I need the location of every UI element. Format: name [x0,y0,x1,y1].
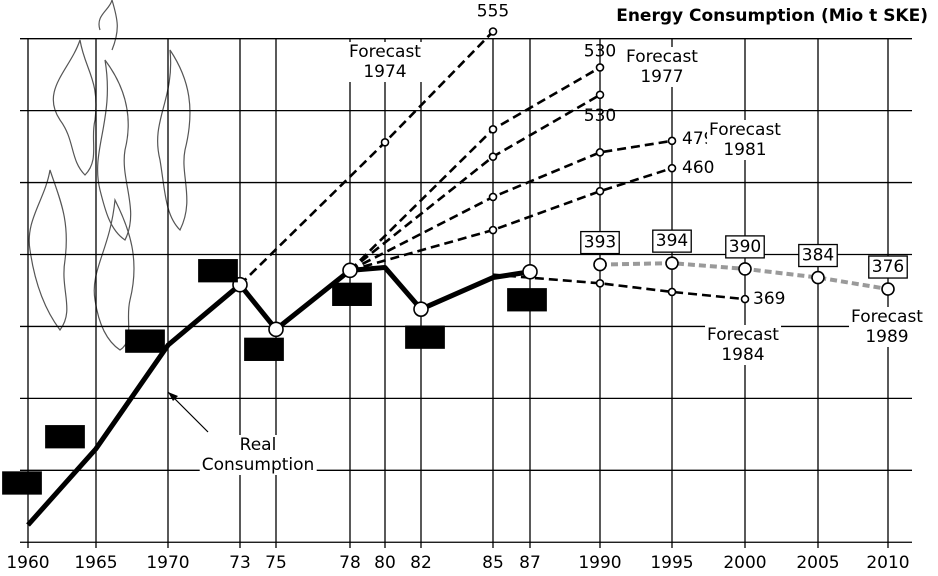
point-marker [812,272,824,284]
data-label: 530 [584,41,616,61]
data-label: 376 [869,256,907,278]
arrow-head [168,392,178,401]
data-label: 265 [46,426,84,448]
data-label-text: 362 [409,327,441,347]
data-label: 384 [799,245,837,267]
series-name: Forecast 1974 [347,42,423,82]
data-label: 362 [406,326,444,348]
data-label-text: 389 [336,284,368,304]
series-lines [28,32,888,525]
point-marker [597,91,604,98]
data-label: 394 [653,230,691,252]
x-tick-label: 78 [339,553,361,573]
x-tick-label: 82 [410,553,432,573]
x-tick-label: 73 [229,553,251,573]
data-label: 388 [508,289,546,311]
x-tick-label: 75 [265,553,287,573]
data-label-text: 212 [6,473,38,493]
point-marker [269,322,283,336]
series-name: Forecast 1984 [705,325,781,365]
x-tick-label: 1960 [6,553,49,573]
x-tick-label: 1995 [650,553,693,573]
page: Energy Consumption (Mio t SKE) 1960 1965 1… [0,0,938,576]
data-label-text: 460 [682,158,714,178]
point-marker [490,193,497,200]
point-marker [490,153,497,160]
data-label: 393 [581,232,619,254]
data-label-text: 394 [656,231,688,251]
point-marker [666,257,678,269]
data-label: 212 [3,472,41,494]
data-label: 379 [199,260,237,282]
series-line [350,141,672,270]
point-marker [597,188,604,195]
point-marker [594,259,606,271]
point-marker [669,137,676,144]
point-marker [739,263,751,275]
data-label-text: 393 [584,233,616,253]
x-tick-label: 2005 [796,553,839,573]
series-name: Forecast 1977 [624,47,700,87]
data-label: 337 [126,330,164,352]
point-marker [490,227,497,234]
data-label-text: 379 [202,261,234,281]
point-marker [490,28,497,35]
x-tick-label: 87 [519,553,541,573]
data-label-text: 265 [49,427,81,447]
point-marker [490,126,497,133]
data-label: 390 [726,236,764,258]
x-tick-label: 2010 [866,553,909,573]
flames-decoration [29,0,190,350]
data-label-text: 376 [872,257,904,277]
axis-title: Energy Consumption (Mio t SKE) [616,6,928,26]
annotation: 530 [584,106,616,126]
data-label: 460 [682,158,714,178]
data-label-text: 555 [477,2,509,22]
x-tick-label: 85 [482,553,504,573]
series-name: Forecast 1981 [707,120,783,160]
data-label: 348 [245,338,283,360]
point-marker [597,64,604,71]
point-marker [343,263,357,277]
data-label-text: 384 [802,246,834,266]
point-marker [523,265,537,279]
data-label: 555 [477,2,509,22]
x-tick-label: 1990 [578,553,621,573]
point-marker [414,302,428,316]
series-name: Forecast 1989 [849,307,925,347]
point-marker [382,139,389,146]
x-tick-label: 1970 [146,553,189,573]
data-label-text: 348 [248,339,280,359]
x-tick-label: 1965 [74,553,117,573]
chart-title: Energy Consumption (Mio t SKE) [616,6,928,26]
x-tick-label: 80 [374,553,396,573]
data-label-text: 530 [584,41,616,61]
point-marker [882,283,894,295]
point-marker [669,288,676,295]
data-label-text: 390 [729,237,761,257]
series-name: Real Consumption [200,435,317,475]
chart: Energy Consumption (Mio t SKE) 1960 1965 1… [0,0,938,576]
series-line [28,267,530,525]
point-marker [669,165,676,172]
point-marker [597,149,604,156]
data-label-text: 337 [129,331,161,351]
point-marker [597,280,604,287]
data-label-text: 369 [753,289,785,309]
x-tick-label: 2000 [723,553,766,573]
data-label: 369 [753,289,785,309]
data-label-text: 388 [511,290,543,310]
point-marker [742,296,749,303]
data-label: 389 [333,283,371,305]
